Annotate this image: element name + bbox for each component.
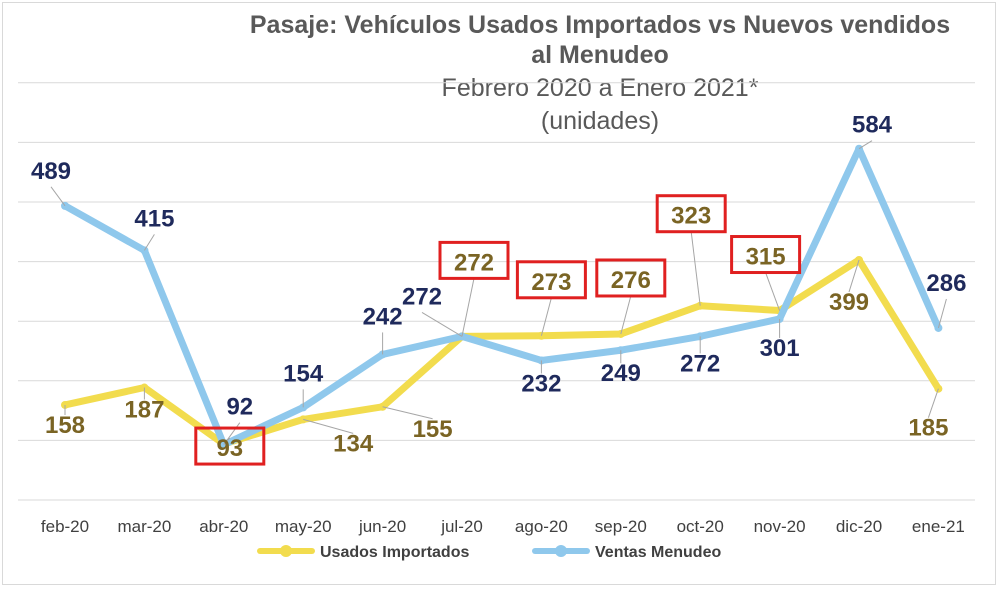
data-label: 155 xyxy=(413,416,453,443)
highlight-boxes xyxy=(194,194,802,466)
x-tick-label: ene-21 xyxy=(912,517,965,536)
label-leader-lines xyxy=(50,140,947,445)
data-label: 276 xyxy=(611,267,651,294)
data-label: 584 xyxy=(852,112,893,139)
data-label: 272 xyxy=(454,249,494,276)
legend-label: Usados Importados xyxy=(320,544,469,561)
series-lines xyxy=(61,144,943,449)
x-tick-label: ago-20 xyxy=(515,517,568,536)
x-tick-label: oct-20 xyxy=(677,517,724,536)
data-label: 242 xyxy=(363,303,403,330)
data-label: 187 xyxy=(124,397,164,424)
series-line xyxy=(61,256,942,448)
chart-subtitle: Febrero 2020 a Enero 2021* xyxy=(441,74,759,102)
label-leader xyxy=(765,272,781,311)
x-tick-label: may-20 xyxy=(275,517,332,536)
data-label: 286 xyxy=(926,270,966,297)
chart-title: Pasaje: Vehículos Usados Importados vs N… xyxy=(249,11,951,39)
data-label: 272 xyxy=(402,283,442,310)
label-leader xyxy=(143,234,155,251)
label-leader xyxy=(690,231,701,306)
data-label: 489 xyxy=(31,158,71,185)
data-label: 134 xyxy=(333,430,374,457)
label-leader xyxy=(421,311,463,337)
data-label: 93 xyxy=(216,435,243,462)
data-label: 301 xyxy=(760,335,800,362)
data-label: 92 xyxy=(226,394,253,421)
x-tick-label: feb-20 xyxy=(41,517,89,536)
data-label: 158 xyxy=(45,412,85,439)
data-label: 399 xyxy=(829,289,869,316)
highlight-box xyxy=(515,260,587,300)
data-label: 315 xyxy=(746,244,786,271)
label-leader xyxy=(858,140,873,150)
chart-title-line2: al Menudeo xyxy=(531,41,669,69)
data-label: 323 xyxy=(671,203,711,230)
label-leader xyxy=(848,259,860,293)
x-tick-label: nov-20 xyxy=(754,517,806,536)
data-label: 415 xyxy=(134,205,174,232)
data-label: 273 xyxy=(531,269,571,296)
highlight-box xyxy=(194,426,266,466)
data-label: 232 xyxy=(521,370,561,397)
x-axis-ticks: feb-20 mar-20 abr-20 may-20 jun-20 jul-20 ago-… xyxy=(41,517,965,536)
highlight-box xyxy=(730,235,802,275)
highlight-box xyxy=(595,258,667,298)
highlight-box xyxy=(655,194,727,234)
x-tick-label: jun-20 xyxy=(358,517,406,536)
legend-label: Ventas Menudeo xyxy=(595,544,721,561)
label-leader xyxy=(540,297,552,336)
label-leader xyxy=(461,278,475,337)
data-label: 154 xyxy=(283,360,324,387)
label-leader xyxy=(223,422,241,445)
x-tick-label: abr-20 xyxy=(199,517,248,536)
x-tick-label: jul-20 xyxy=(440,517,483,536)
label-leader xyxy=(382,406,433,420)
gridlines xyxy=(18,82,975,501)
label-leader xyxy=(620,295,632,335)
x-tick-label: mar-20 xyxy=(117,517,171,536)
legend-swatch-marker xyxy=(280,545,292,557)
x-tick-label: dic-20 xyxy=(836,517,882,536)
legend-swatch-marker xyxy=(555,545,567,557)
data-label: 185 xyxy=(908,415,948,442)
chart-unit-note: (unidades) xyxy=(540,107,660,135)
data-label: 249 xyxy=(601,360,641,387)
series-line xyxy=(61,145,942,449)
x-tick-label: sep-20 xyxy=(595,517,647,536)
highlight-box xyxy=(438,240,510,280)
label-leader xyxy=(937,298,947,329)
data-labels: 158 187 93 134 155 272 273 276 323 315 399 185 489 41… xyxy=(31,112,966,462)
label-leader xyxy=(303,418,354,434)
data-label: 272 xyxy=(680,350,720,377)
label-leader xyxy=(50,186,66,207)
label-leader xyxy=(927,388,939,418)
legend: Usados Importados Ventas Menudeo xyxy=(257,544,721,561)
